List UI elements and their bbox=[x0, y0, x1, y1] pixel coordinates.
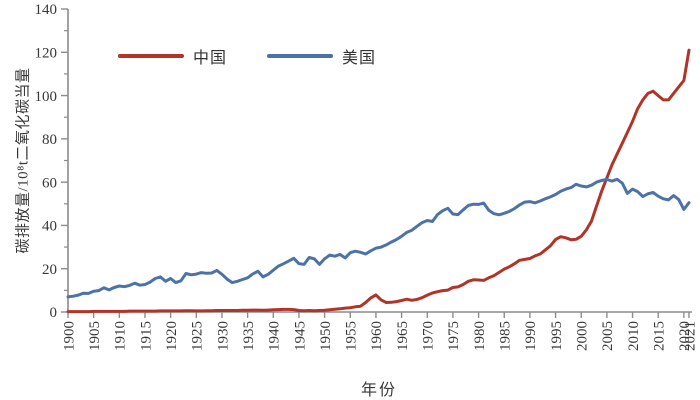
svg-text:1990: 1990 bbox=[523, 321, 539, 351]
svg-text:1975: 1975 bbox=[446, 321, 462, 351]
legend-item-china: 中国 bbox=[118, 44, 227, 68]
svg-text:0: 0 bbox=[50, 305, 58, 321]
legend: 中国 美国 bbox=[118, 44, 376, 68]
x-axis-title: 年份 bbox=[360, 382, 397, 399]
svg-text:1950: 1950 bbox=[318, 321, 334, 351]
svg-text:1995: 1995 bbox=[549, 321, 565, 351]
china-line-swatch bbox=[118, 54, 184, 58]
legend-label-china: 中国 bbox=[193, 50, 228, 67]
svg-text:1945: 1945 bbox=[292, 321, 308, 351]
svg-text:1940: 1940 bbox=[267, 321, 283, 351]
svg-text:2000: 2000 bbox=[575, 321, 591, 351]
legend-item-usa: 美国 bbox=[267, 44, 376, 68]
svg-text:2010: 2010 bbox=[626, 321, 642, 351]
svg-text:80: 80 bbox=[42, 132, 57, 148]
svg-text:1935: 1935 bbox=[241, 321, 257, 351]
svg-text:1965: 1965 bbox=[395, 321, 411, 351]
svg-text:1910: 1910 bbox=[113, 321, 129, 351]
svg-text:1980: 1980 bbox=[472, 321, 488, 351]
svg-text:20: 20 bbox=[42, 262, 57, 278]
svg-text:40: 40 bbox=[42, 219, 57, 235]
svg-text:2021: 2021 bbox=[682, 321, 698, 351]
svg-text:60: 60 bbox=[42, 175, 57, 191]
svg-text:2005: 2005 bbox=[600, 321, 616, 351]
svg-text:1905: 1905 bbox=[87, 321, 103, 351]
svg-text:120: 120 bbox=[35, 45, 58, 61]
svg-text:1900: 1900 bbox=[61, 321, 77, 351]
svg-text:2020: 2020 bbox=[677, 321, 693, 351]
svg-text:1970: 1970 bbox=[421, 321, 437, 351]
svg-text:140: 140 bbox=[35, 2, 58, 18]
svg-text:100: 100 bbox=[35, 89, 58, 105]
svg-text:2015: 2015 bbox=[652, 321, 668, 351]
svg-text:1960: 1960 bbox=[369, 321, 385, 351]
svg-text:1920: 1920 bbox=[164, 321, 180, 351]
svg-text:1955: 1955 bbox=[344, 321, 360, 351]
legend-label-usa: 美国 bbox=[342, 50, 377, 67]
svg-text:1985: 1985 bbox=[498, 321, 514, 351]
svg-text:1915: 1915 bbox=[138, 321, 154, 351]
svg-text:1925: 1925 bbox=[190, 321, 206, 351]
y-axis-title: 碳排放量/10⁸t二氧化碳当量 bbox=[15, 67, 32, 254]
usa-line-swatch bbox=[267, 54, 334, 58]
svg-text:1930: 1930 bbox=[215, 321, 231, 351]
